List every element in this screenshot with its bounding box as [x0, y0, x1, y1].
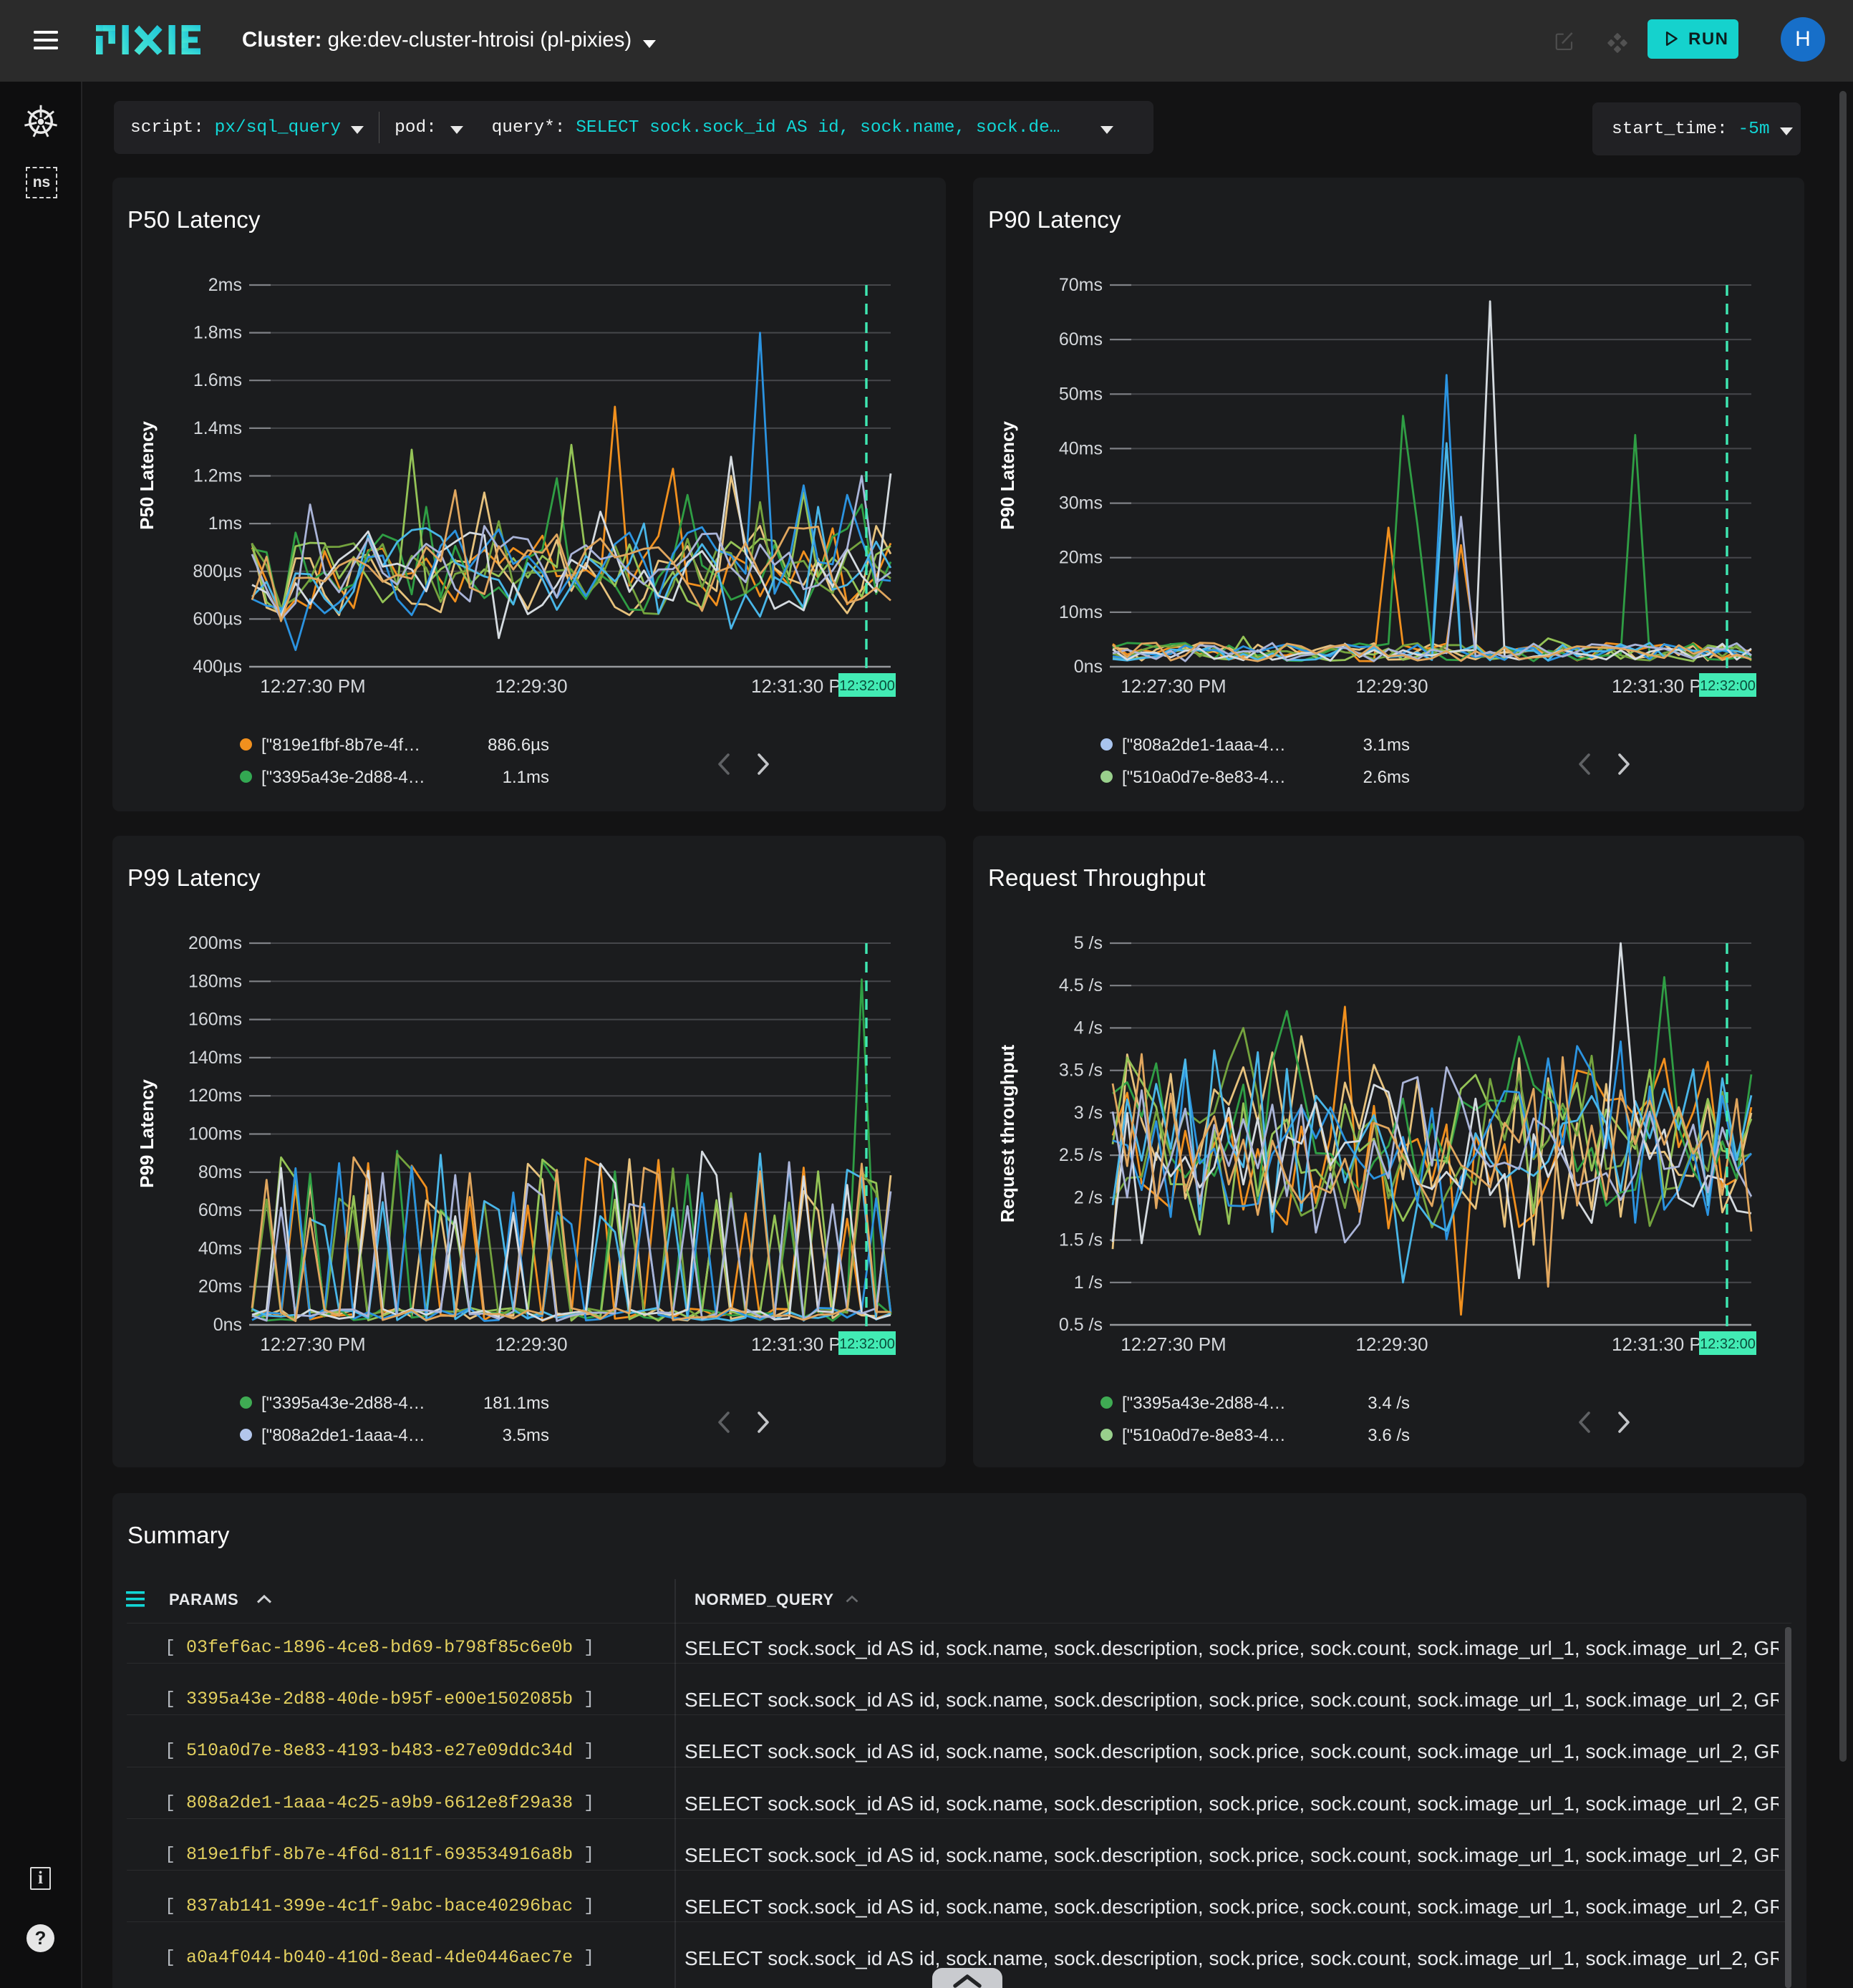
- svg-text:160ms: 160ms: [188, 1010, 242, 1030]
- svg-text:30ms: 30ms: [1059, 493, 1103, 513]
- svg-text:P99 Latency: P99 Latency: [136, 1079, 158, 1188]
- svg-text:12:29:30: 12:29:30: [495, 1333, 567, 1355]
- svg-text:1.2ms: 1.2ms: [193, 466, 242, 486]
- svg-text:800µs: 800µs: [193, 561, 242, 582]
- svg-text:12:29:30: 12:29:30: [1355, 675, 1428, 697]
- svg-text:2ms: 2ms: [208, 275, 242, 295]
- svg-text:1 /s: 1 /s: [1074, 1273, 1103, 1293]
- svg-text:0ns: 0ns: [213, 1315, 242, 1335]
- svg-text:3 /s: 3 /s: [1074, 1103, 1103, 1123]
- svg-text:12:32:00: 12:32:00: [839, 678, 895, 694]
- svg-text:200ms: 200ms: [188, 933, 242, 953]
- svg-text:600µs: 600µs: [193, 609, 242, 629]
- svg-text:80ms: 80ms: [198, 1162, 242, 1182]
- svg-text:0.5 /s: 0.5 /s: [1059, 1315, 1103, 1335]
- svg-text:40ms: 40ms: [198, 1238, 242, 1258]
- svg-text:12:27:30 PM: 12:27:30 PM: [1121, 1333, 1226, 1355]
- svg-text:40ms: 40ms: [1059, 438, 1103, 458]
- svg-text:2 /s: 2 /s: [1074, 1187, 1103, 1207]
- svg-text:70ms: 70ms: [1059, 275, 1103, 295]
- svg-text:180ms: 180ms: [188, 971, 242, 991]
- svg-text:2.5 /s: 2.5 /s: [1059, 1145, 1103, 1165]
- svg-text:12:32:00: 12:32:00: [839, 1336, 895, 1352]
- svg-text:20ms: 20ms: [198, 1277, 242, 1297]
- svg-text:60ms: 60ms: [1059, 329, 1103, 349]
- svg-text:0ns: 0ns: [1074, 657, 1103, 677]
- svg-text:5 /s: 5 /s: [1074, 933, 1103, 953]
- svg-text:60ms: 60ms: [198, 1200, 242, 1220]
- svg-text:100ms: 100ms: [188, 1124, 242, 1144]
- svg-text:12:29:30: 12:29:30: [495, 675, 567, 697]
- svg-text:1ms: 1ms: [208, 513, 242, 534]
- svg-text:140ms: 140ms: [188, 1048, 242, 1068]
- svg-text:10ms: 10ms: [1059, 602, 1103, 622]
- svg-text:1.4ms: 1.4ms: [193, 418, 242, 438]
- svg-text:Request throughput: Request throughput: [997, 1044, 1018, 1222]
- svg-text:P90 Latency: P90 Latency: [997, 421, 1018, 530]
- svg-text:P50 Latency: P50 Latency: [136, 421, 158, 530]
- svg-text:12:29:30: 12:29:30: [1355, 1333, 1428, 1355]
- svg-text:12:27:30 PM: 12:27:30 PM: [260, 675, 365, 697]
- svg-text:12:27:30 PM: 12:27:30 PM: [260, 1333, 365, 1355]
- svg-text:4 /s: 4 /s: [1074, 1018, 1103, 1038]
- svg-text:1.6ms: 1.6ms: [193, 370, 242, 390]
- svg-text:120ms: 120ms: [188, 1086, 242, 1106]
- svg-text:4.5 /s: 4.5 /s: [1059, 975, 1103, 995]
- svg-text:3.5 /s: 3.5 /s: [1059, 1061, 1103, 1081]
- svg-text:12:27:30 PM: 12:27:30 PM: [1121, 675, 1226, 697]
- svg-text:12:32:00: 12:32:00: [1700, 678, 1756, 694]
- svg-text:20ms: 20ms: [1059, 548, 1103, 568]
- svg-text:400µs: 400µs: [193, 657, 242, 677]
- svg-text:1.5 /s: 1.5 /s: [1059, 1230, 1103, 1250]
- svg-text:1.8ms: 1.8ms: [193, 323, 242, 343]
- svg-text:50ms: 50ms: [1059, 384, 1103, 404]
- svg-text:12:32:00: 12:32:00: [1700, 1336, 1756, 1352]
